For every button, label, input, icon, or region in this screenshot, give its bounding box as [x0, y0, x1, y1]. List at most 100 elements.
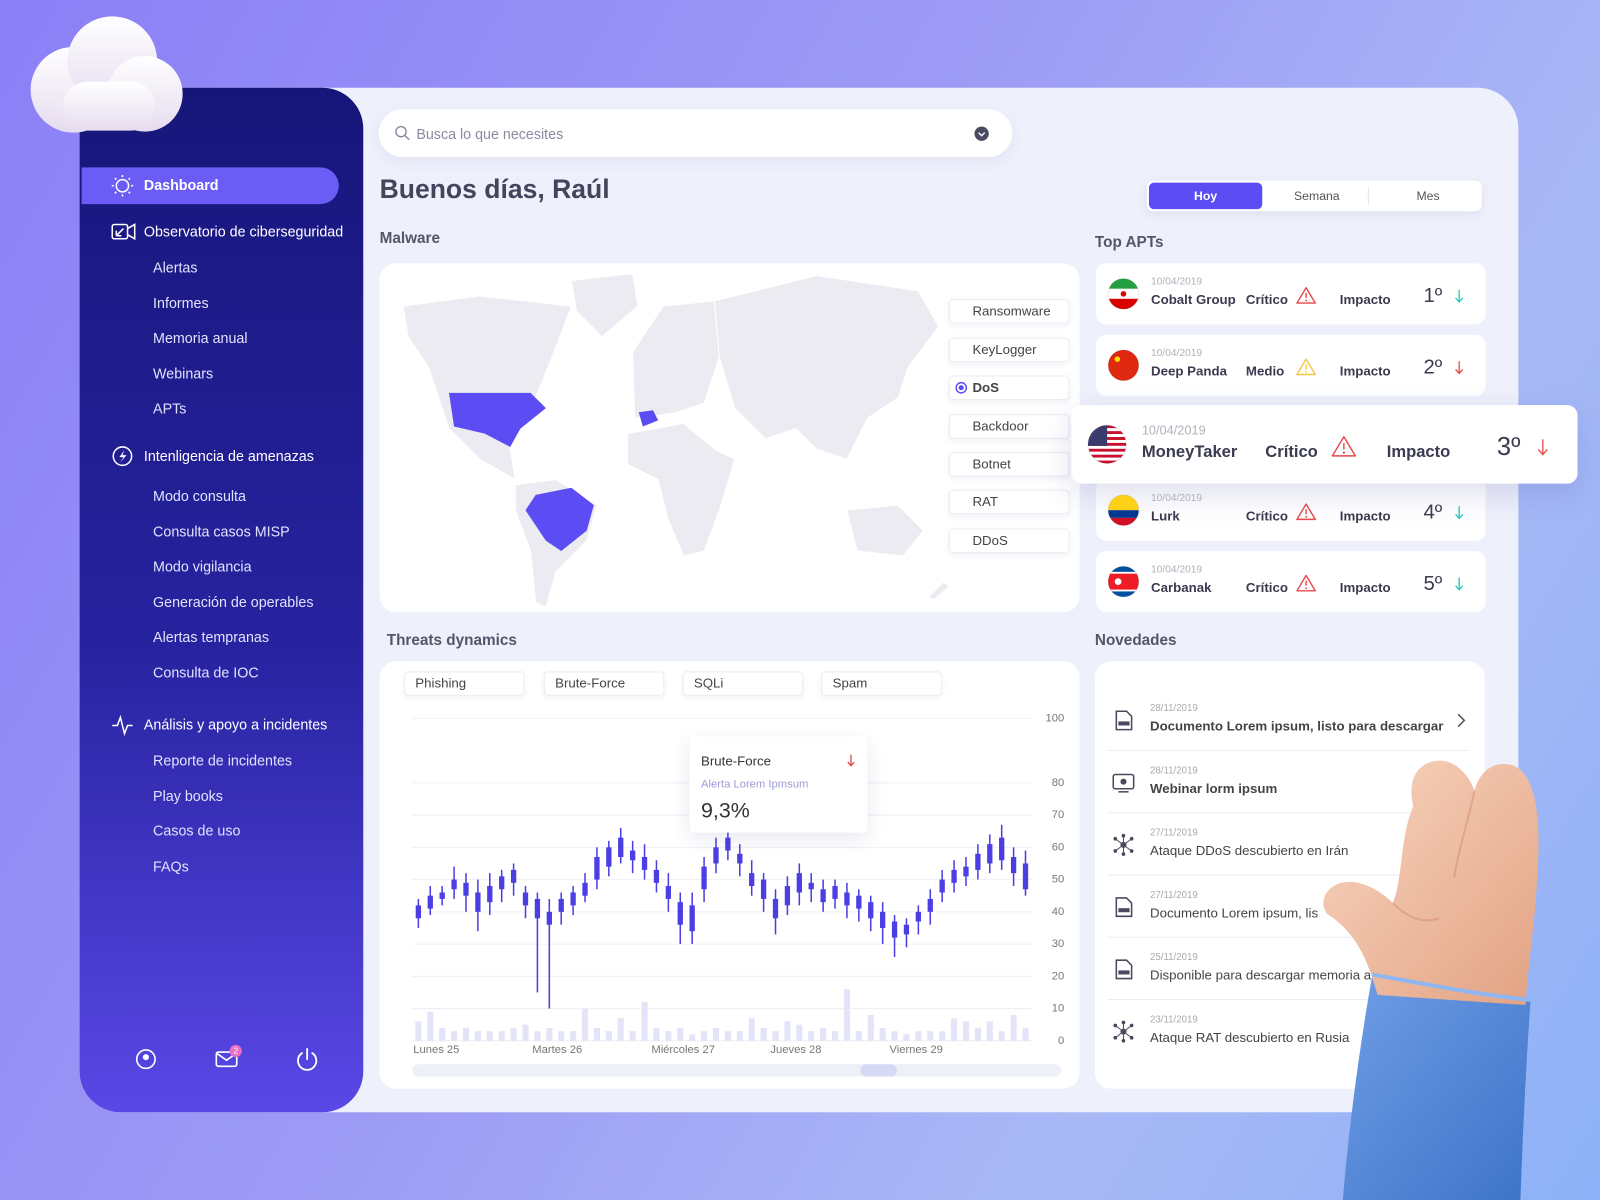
warning-icon [1296, 287, 1317, 304]
nav-item[interactable]: Modo vigilancia [153, 558, 252, 575]
candle-body [903, 924, 910, 935]
candle-body [582, 882, 588, 896]
candle-body [534, 898, 541, 919]
nav-item[interactable]: APTs [153, 399, 187, 417]
apt-date: 10/04/2019 [1141, 423, 1206, 438]
threat-filter-label[interactable]: Brute-Force [555, 675, 626, 691]
news-text[interactable]: Ataque RAT descubierto en Rusia [1149, 1029, 1350, 1045]
y-tick-label: 40 [1052, 906, 1064, 918]
flag-ring [1107, 278, 1140, 310]
volume-bar [665, 1031, 672, 1041]
nav-group[interactable]: Intenligencia de amenazas [143, 447, 314, 465]
threat-filter[interactable] [543, 671, 665, 696]
volume-bar [831, 1031, 839, 1041]
nav-active[interactable] [81, 167, 339, 205]
malware-filter[interactable] [948, 375, 1070, 400]
flag-part [1114, 356, 1121, 362]
hand [1323, 760, 1539, 1006]
trend-arrow [847, 761, 855, 767]
volume-bar [581, 1008, 589, 1041]
nav-item[interactable]: Casos de uso [153, 822, 241, 839]
apt-card[interactable] [1095, 334, 1486, 396]
separator [1107, 874, 1470, 876]
map-land [846, 504, 925, 557]
period-tab[interactable]: Mes [1416, 188, 1440, 204]
flag-part [1088, 454, 1127, 458]
apt-card[interactable] [1095, 263, 1486, 325]
nav-item[interactable]: Play books [153, 787, 223, 804]
volume-bar [593, 1027, 600, 1041]
nav-item[interactable]: Modo consulta [153, 487, 246, 505]
volume-bar [962, 1021, 970, 1041]
candle-body [1010, 857, 1017, 874]
volume-bar [522, 1024, 529, 1041]
nav-group[interactable]: Análisis y apoyo a incidentes [143, 716, 328, 733]
threat-filter[interactable] [682, 671, 804, 696]
nav-item[interactable]: Webinars [153, 364, 214, 382]
scrollbar-thumb[interactable] [860, 1064, 897, 1077]
malware-filter-label[interactable]: Ransomware [972, 303, 1051, 319]
malware-filter-label[interactable]: KeyLogger [972, 341, 1037, 358]
candle-body [713, 847, 719, 864]
news-text[interactable]: Disponible para descargar memoria a [1149, 967, 1372, 983]
malware-filter[interactable] [948, 414, 1070, 439]
apt-card[interactable] [1095, 551, 1486, 613]
search-bar[interactable] [378, 109, 1013, 158]
malware-filter[interactable] [948, 337, 1070, 363]
candle-body [701, 866, 707, 890]
nav-item[interactable]: Informes [153, 294, 209, 311]
threat-filter[interactable] [821, 671, 942, 696]
flag-part [1108, 278, 1139, 289]
nav-item[interactable]: Alertas [153, 259, 198, 276]
nav-item[interactable]: Generación de operables [153, 593, 314, 610]
malware-filter[interactable] [948, 298, 1070, 324]
warning-icon [1305, 515, 1308, 518]
trend-arrow [1537, 449, 1548, 456]
malware-filter-label[interactable]: RAT [972, 493, 998, 510]
period-tab[interactable]: Semana [1294, 188, 1340, 204]
nav-item[interactable]: Alertas tempranas [153, 628, 269, 645]
threat-filter[interactable] [404, 671, 525, 696]
network-icon [1113, 836, 1118, 841]
flag-part [1114, 578, 1122, 585]
news-date: 28/11/2019 [1149, 765, 1198, 777]
malware-filter-label[interactable]: DDoS [972, 532, 1008, 548]
malware-filter[interactable] [948, 528, 1070, 554]
y-tick-label: 100 [1046, 712, 1065, 724]
nav-item[interactable]: Memoria anual [153, 329, 248, 346]
nav-item[interactable]: FAQs [153, 857, 189, 874]
nav-item[interactable]: Consulta casos MISP [153, 522, 290, 540]
volume-bar [629, 1031, 636, 1041]
nav-item[interactable]: Reporte de incidentes [153, 752, 293, 769]
apt-date: 10/04/2019 [1151, 276, 1203, 288]
malware-filter-label[interactable]: DoS [972, 379, 999, 395]
news-text[interactable]: Documento Lorem ipsum, lis [1149, 905, 1319, 921]
nav-item[interactable]: Consulta de IOC [153, 663, 259, 681]
threat-filter-label[interactable]: SQLi [693, 675, 724, 691]
news-text[interactable]: Documento Lorem ipsum, listo para descar… [1149, 718, 1444, 734]
malware-filter-label[interactable]: Backdoor [972, 418, 1029, 434]
malware-filter[interactable] [948, 452, 1070, 477]
volume-bar [415, 1021, 422, 1041]
apt-impact: Impacto [1339, 508, 1391, 524]
news-text[interactable]: Ataque DDoS descubierto en Irán [1149, 842, 1349, 859]
threat-filter-label[interactable]: Phishing [415, 675, 467, 691]
period-tab[interactable]: Hoy [1194, 188, 1218, 204]
apt-name: Carbanak [1151, 579, 1212, 595]
volume-bar [927, 1031, 934, 1041]
apt-card[interactable] [1095, 479, 1486, 541]
threat-filter-label[interactable]: Spam [832, 675, 868, 691]
nav-group[interactable]: Observatorio de ciberseguridad [143, 223, 344, 240]
search-placeholder: Busca lo que necesites [416, 125, 564, 142]
trend-arrow [1455, 513, 1464, 520]
malware-filter-label[interactable]: Botnet [972, 456, 1011, 472]
nav-item[interactable]: Dashboard [143, 176, 219, 193]
malware-filter[interactable] [948, 489, 1070, 515]
chevron [1457, 713, 1466, 728]
section-title: Novedades [1094, 631, 1177, 649]
dropdown-icon [978, 132, 986, 137]
network-icon [1121, 1020, 1126, 1025]
apt-card-highlight[interactable] [1071, 405, 1578, 484]
news-text[interactable]: Webinar lorm ipsum [1149, 780, 1278, 796]
